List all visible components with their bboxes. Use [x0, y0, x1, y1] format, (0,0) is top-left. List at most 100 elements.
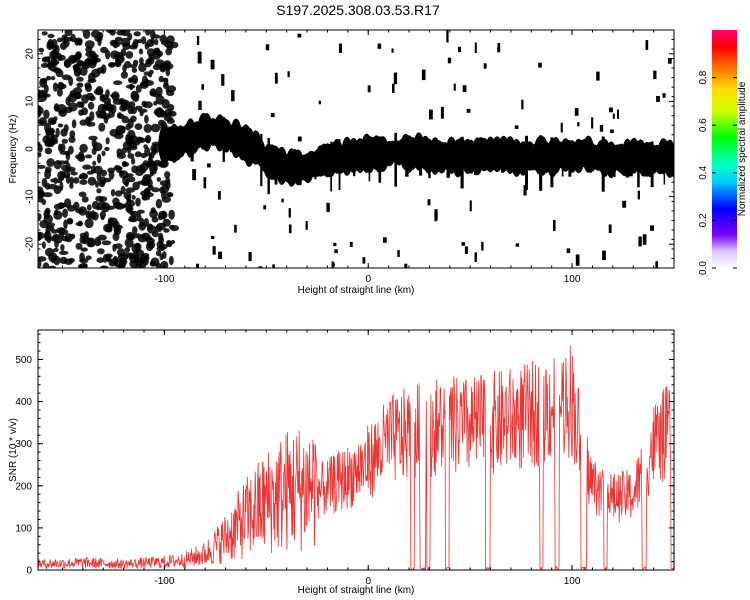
heatmap-speckle [44, 232, 49, 241]
heatmap-peak [369, 151, 380, 156]
heatmap-speckle [393, 72, 398, 85]
heatmap-speckle [515, 243, 520, 247]
heatmap-x-axis-label: Height of straight line (km) [298, 285, 415, 296]
heatmap-speckle [82, 30, 91, 39]
heatmap-speckle [99, 176, 107, 186]
heatmap-speckle [39, 78, 48, 83]
heatmap-speckle [153, 100, 158, 106]
heatmap-speckle [79, 258, 89, 264]
colorbar-tick-label: 0.6 [698, 118, 709, 132]
heatmap-speckle [120, 71, 128, 79]
heatmap-speckle [40, 63, 49, 68]
heatmap-speckle [141, 100, 147, 108]
heatmap-speckle [92, 57, 101, 63]
heatmap-speckle [64, 30, 73, 37]
heatmap-speckle [106, 30, 114, 34]
heatmap-speckle [143, 236, 153, 241]
heatmap-speckle [85, 255, 92, 260]
heatmap-ridge-blob [249, 142, 256, 150]
heatmap-speckle [120, 185, 126, 195]
heatmap-speckle [116, 152, 126, 159]
heatmap-speckle [338, 43, 342, 53]
heatmap-speckle [125, 51, 134, 59]
heatmap-speckle [96, 257, 105, 263]
heatmap-speckle [53, 177, 58, 185]
snr-panel: -100 0 100 0 100 200 300 400 500 Height of strai… [8, 329, 675, 596]
heatmap-peak [618, 156, 628, 161]
heatmap-speckle [129, 77, 137, 83]
heatmap-speckle [135, 263, 142, 268]
heatmap-speckle [218, 191, 221, 200]
heatmap-speckle [105, 89, 110, 98]
heatmap-speckle [514, 125, 519, 129]
heatmap-speckle [164, 171, 171, 179]
heatmap-speckle [42, 192, 53, 198]
heatmap-speckle [110, 93, 119, 99]
heatmap-speckle [272, 264, 275, 268]
heatmap-speckle [288, 224, 292, 234]
heatmap-speckle [258, 266, 263, 268]
heatmap-speckle [133, 31, 141, 37]
snr-frame [37, 329, 675, 571]
heatmap-speckle [434, 209, 438, 220]
heatmap-speckle [41, 31, 48, 36]
heatmap-speckle [53, 247, 59, 253]
heatmap-peak [395, 150, 406, 155]
heatmap-speckle [85, 154, 93, 159]
heatmap-speckle [122, 175, 130, 186]
snr-y-axis-label: SNR (10 * v/v) [8, 418, 19, 482]
colorbar: 0.0 0.2 0.4 0.6 0.8 Normalized spectral ampl… [698, 30, 748, 275]
heatmap-speckle [84, 40, 95, 49]
heatmap-speckle [446, 30, 449, 43]
snr-x-tick-label: 100 [564, 576, 581, 587]
heatmap-speckle [429, 109, 433, 120]
heatmap-speckle [602, 250, 606, 261]
snr-y-tick-label: 500 [15, 355, 32, 366]
heatmap-speckle [591, 117, 594, 129]
heatmap-speckle [112, 243, 117, 252]
heatmap-speckle [575, 254, 580, 266]
heatmap-speckle [169, 224, 175, 230]
heatmap-speckle [55, 69, 64, 78]
heatmap-speckle [97, 234, 107, 241]
heatmap-speckle [38, 144, 43, 153]
heatmap-speckle [131, 157, 136, 165]
heatmap-ridge-blob [252, 147, 259, 152]
colorbar-gradient [712, 30, 737, 268]
heatmap-speckle [44, 147, 53, 155]
heatmap-speckle [57, 52, 62, 62]
heatmap-speckle [521, 99, 524, 110]
heatmap-speckle [56, 37, 63, 43]
heatmap-speckle [88, 135, 98, 141]
heatmap-speckle [144, 78, 149, 84]
heatmap-speckle [151, 216, 159, 223]
heatmap-speckle [69, 176, 74, 185]
heatmap-speckle [76, 82, 84, 88]
heatmap-speckle [129, 64, 138, 69]
heatmap-speckle [112, 98, 123, 105]
heatmap-speckle [159, 186, 165, 194]
heatmap-speckle [85, 116, 92, 125]
colorbar-tick-label: 0.0 [698, 261, 709, 275]
heatmap-speckle [135, 84, 142, 93]
heatmap-speckle [51, 45, 59, 50]
heatmap-speckle [610, 129, 614, 134]
heatmap-speckle [164, 108, 173, 118]
heatmap-speckle [231, 90, 235, 102]
heatmap-speckle [132, 143, 138, 149]
heatmap-speckle [221, 74, 225, 86]
heatmap-peak [495, 153, 506, 159]
heatmap-speckle [150, 37, 155, 47]
heatmap-speckle [153, 159, 162, 167]
heatmap-speckle [147, 184, 154, 190]
heatmap-speckle [421, 69, 426, 81]
heatmap-speckle [167, 192, 174, 198]
heatmap-speckle [263, 205, 267, 210]
heatmap-speckle [92, 160, 97, 166]
heatmap-y-tick-label: 10 [25, 95, 36, 107]
heatmap-speckle [642, 234, 647, 245]
heatmap-speckle [90, 210, 96, 220]
heatmap-speckle [97, 36, 102, 47]
